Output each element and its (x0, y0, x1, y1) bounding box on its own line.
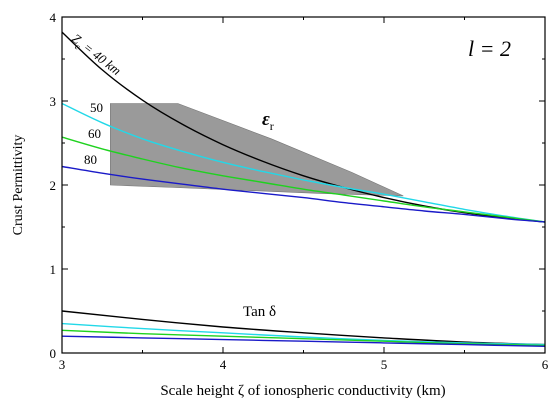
y-tick-label: 3 (50, 94, 57, 109)
series-lines (61, 31, 546, 347)
series-line-7 (61, 335, 546, 347)
label-50: 50 (90, 100, 103, 115)
series-line-2 (61, 136, 546, 223)
x-tick-label: 6 (542, 357, 548, 372)
label-80: 80 (84, 152, 97, 167)
shaded-region (110, 103, 404, 197)
y-tick-label: 1 (50, 262, 57, 277)
epsilon-subscript: r (270, 119, 274, 133)
y-tick-label: 0 (50, 346, 57, 361)
label-60: 60 (88, 126, 101, 141)
series-line-5 (61, 322, 546, 346)
shaded-epsilon-range (110, 103, 404, 197)
y-tick-label: 4 (50, 10, 57, 25)
y-tick-label: 2 (50, 178, 57, 193)
series-line-6 (61, 329, 546, 347)
series-line-1 (61, 102, 546, 223)
x-tick-label: 4 (220, 357, 227, 372)
x-tick-label: 3 (59, 357, 66, 372)
degree-annotation: l = 2 (468, 36, 511, 61)
x-axis-label: Scale height ζ of ionospheric conductivi… (160, 383, 445, 399)
tan-delta-annotation: Tan δ (243, 304, 276, 320)
epsilon-annotation: εr (262, 109, 274, 133)
series-line-4 (61, 310, 546, 346)
zc-annotation: Zc = 40 km (67, 31, 124, 81)
series-line-3 (61, 165, 546, 223)
y-axis-label: Crust Permittivity (11, 135, 26, 236)
series-line-0 (61, 31, 546, 223)
x-tick-label: 5 (381, 357, 388, 372)
zc-subscript: c (73, 41, 82, 51)
